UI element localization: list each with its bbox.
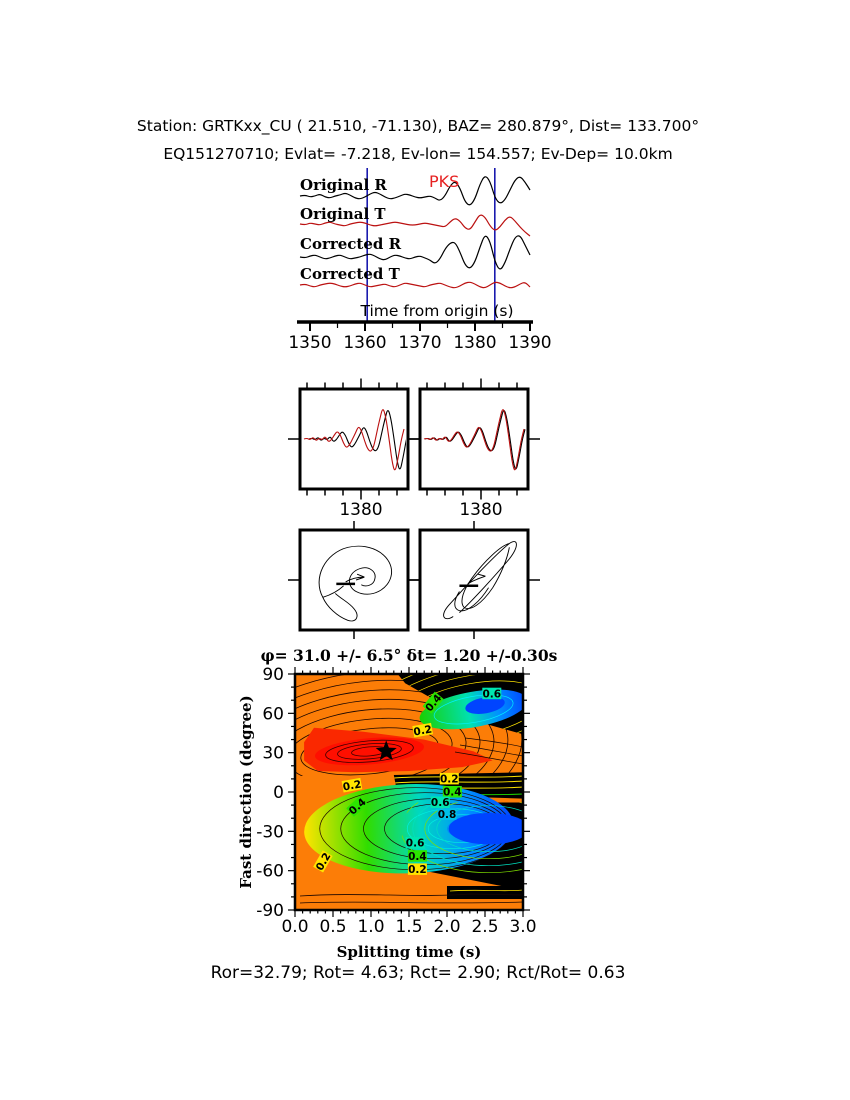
waveform-trace xyxy=(299,176,531,206)
contour-ylabel: Fast direction (degree) xyxy=(237,695,255,888)
trace-label-original-r: Original R xyxy=(300,176,387,194)
contour-xtick-label: 1.5 xyxy=(395,917,422,937)
contour-ytick-label: -90 xyxy=(256,901,284,921)
particle-motion-arrow xyxy=(345,573,365,583)
cmp-wave-black xyxy=(424,410,526,470)
contour-ytick-label: 0 xyxy=(273,783,284,803)
contour-level-label: 0.2 xyxy=(341,777,363,794)
contour-xtick-label: 2.5 xyxy=(471,917,498,937)
contour-xtick-label: 3.0 xyxy=(509,917,536,937)
contour-level-label: 0.8 xyxy=(437,808,457,821)
trace-label-original-t: Original T xyxy=(300,205,386,223)
trace-label-corrected-r: Corrected R xyxy=(300,235,402,253)
contour-ytick-label: 30 xyxy=(262,744,284,764)
contour-ytick-label: -30 xyxy=(256,822,284,842)
best-fit-star xyxy=(375,740,397,761)
time-tick-label: 1360 xyxy=(343,333,386,353)
cmp-wave-red xyxy=(423,409,525,471)
waveform-section: 1350 1360 1370 1380 1390 xyxy=(288,168,552,353)
contour-level-label: 0.2 xyxy=(407,863,427,876)
header-line2: EQ151270710; Evlat= -7.218, Ev-lon= 154.… xyxy=(163,145,672,163)
svg-text:0.2: 0.2 xyxy=(440,774,459,786)
cmp-wave-red xyxy=(303,409,405,471)
contour-level-label: 0.6 xyxy=(482,687,502,700)
contour-plot: 0.4 0.60.20.20.40.60.80.60.40.20.20.40.20… xyxy=(256,665,536,937)
contour-xlabel: Splitting time (s) xyxy=(337,943,482,961)
header-line1: Station: GRTKxx_CU ( 21.510, -71.130), B… xyxy=(137,117,699,136)
particle-motion-path xyxy=(443,541,517,620)
contour-ticks xyxy=(288,667,530,917)
contour-xtick-label: 2.0 xyxy=(433,917,460,937)
svg-text:0.2: 0.2 xyxy=(408,864,427,876)
footer-stats: Ror=32.79; Rot= 4.63; Rct= 2.90; Rct/Rot… xyxy=(211,963,626,983)
contour-level-label: 0.6 xyxy=(405,837,425,850)
contour-xtick-label: 0.0 xyxy=(281,917,308,937)
contour-ytick-label: -60 xyxy=(256,862,284,882)
waveform-trace xyxy=(299,235,531,270)
svg-text:0.2: 0.2 xyxy=(413,723,433,738)
time-tick-label: 1380 xyxy=(453,333,496,353)
time-tick-label: 1370 xyxy=(398,333,441,353)
waveform-trace xyxy=(299,281,531,289)
waveform-trace xyxy=(299,214,531,237)
contour-level-label: 0.6 xyxy=(430,796,450,809)
time-tick-label: 1390 xyxy=(508,333,551,353)
contour-surface: 0.4 0.60.20.20.40.60.80.60.40.20.20.40.2 xyxy=(295,674,523,910)
comparison-panels xyxy=(288,378,540,500)
svg-text:0.6: 0.6 xyxy=(431,797,450,809)
contour-ytick-label: 60 xyxy=(262,704,284,724)
phase-label: PKS xyxy=(429,172,459,191)
contour-ytick-label: 90 xyxy=(262,665,284,685)
svg-text:0.4: 0.4 xyxy=(443,787,462,799)
cmp-left-tick-label: 1380 xyxy=(339,500,382,520)
svg-text:0.8: 0.8 xyxy=(438,809,457,821)
contour-title: φ= 31.0 +/- 6.5° δt= 1.20 +/-0.30s xyxy=(261,646,558,665)
contour-xtick-label: 0.5 xyxy=(319,917,346,937)
contour-level-label: 0.4 xyxy=(442,786,462,799)
svg-text:0.2: 0.2 xyxy=(342,778,362,793)
svg-text:0.4: 0.4 xyxy=(408,851,427,863)
time-tick-label: 1350 xyxy=(288,333,331,353)
contour-level-label: 0.2 xyxy=(439,772,459,786)
svg-text:0.6: 0.6 xyxy=(482,688,501,700)
cmp-wave-black xyxy=(308,410,406,470)
particle-motion-panels xyxy=(288,521,540,639)
particle-motion-arrow xyxy=(467,573,486,585)
contour-level-label: 0.2 xyxy=(412,722,434,739)
contour-xtick-label: 1.0 xyxy=(357,917,384,937)
svg-text:0.6: 0.6 xyxy=(406,838,425,850)
time-axis-label: Time from origin (s) xyxy=(359,302,513,320)
particle-motion-path xyxy=(318,545,392,622)
trace-label-corrected-t: Corrected T xyxy=(300,265,401,283)
contour-level-label: 0.4 xyxy=(407,850,427,863)
cmp-right-tick-label: 1380 xyxy=(459,500,502,520)
